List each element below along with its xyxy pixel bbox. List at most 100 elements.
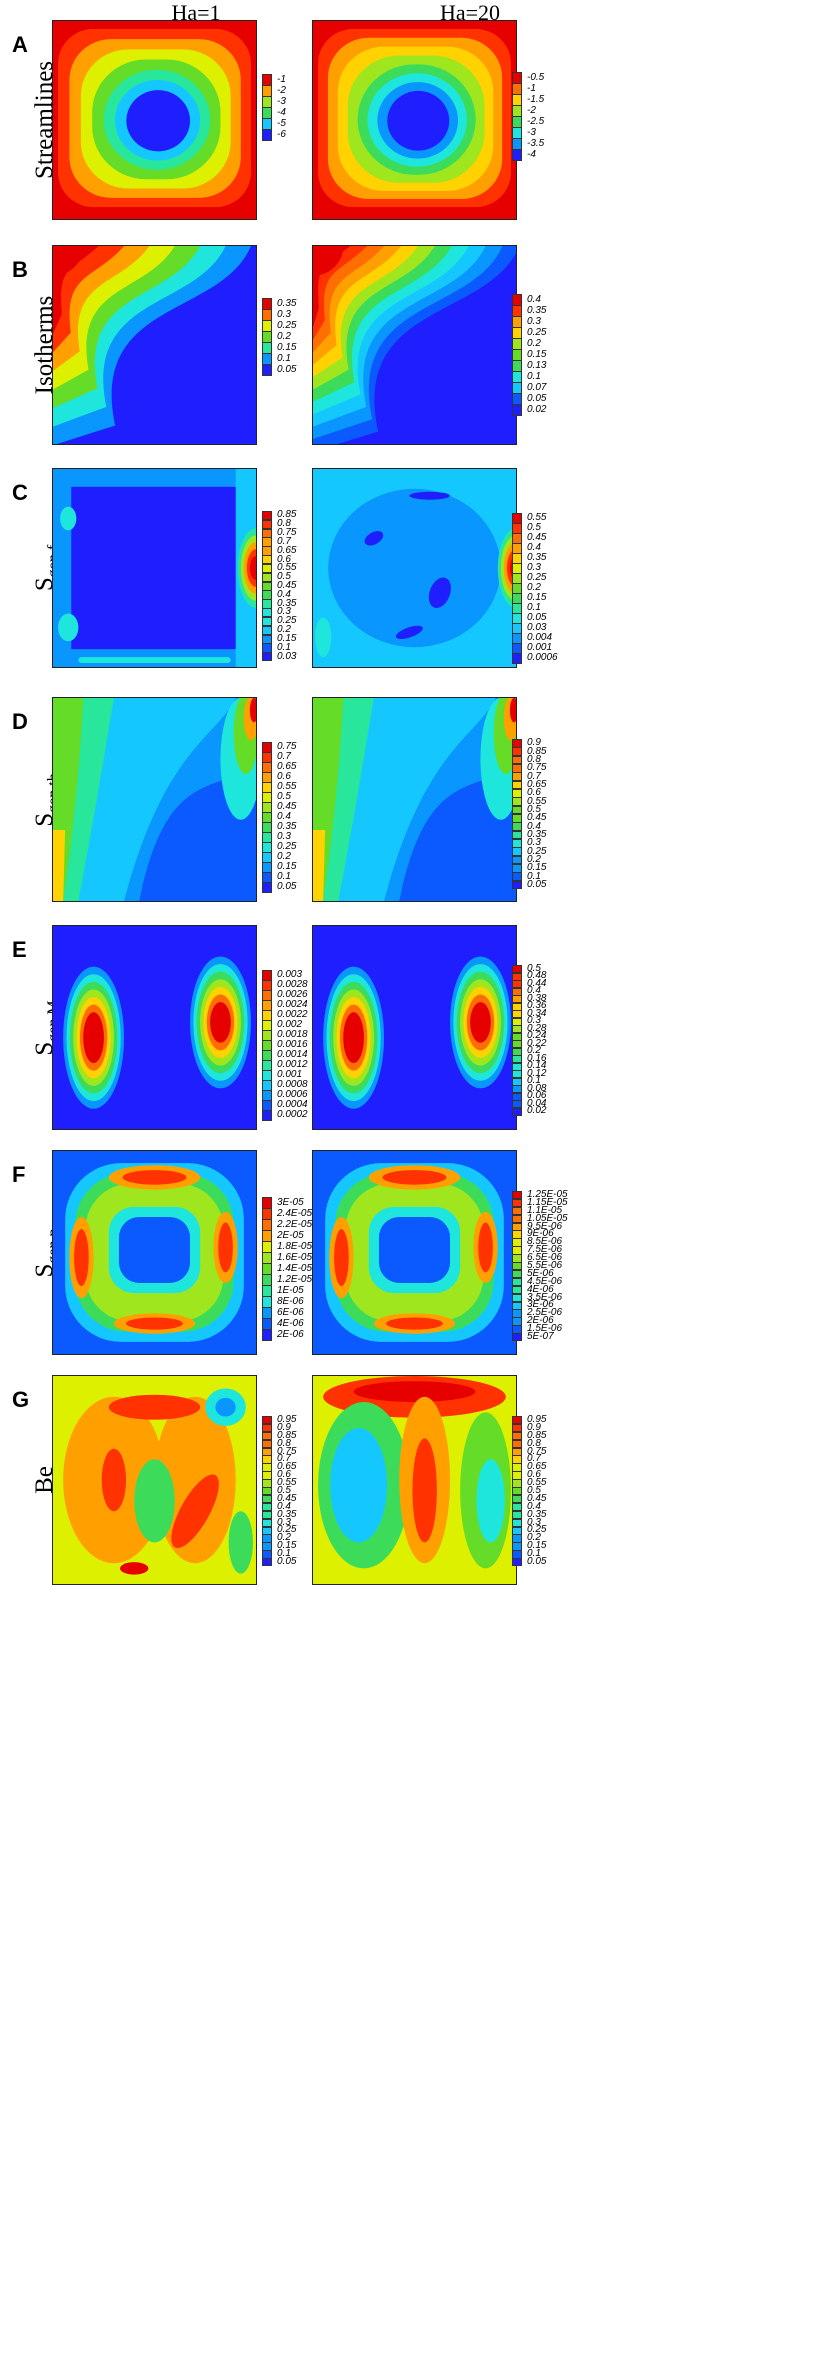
legend-swatch	[262, 1423, 272, 1433]
legend-swatch	[512, 360, 522, 372]
legend-label: 0.02	[527, 1105, 547, 1117]
legend-label: 3E-06	[527, 1299, 554, 1311]
legend-label: 0.7	[527, 770, 541, 782]
legend-label: 0.001	[527, 642, 553, 653]
legend-label: 2.2E-05	[277, 1218, 313, 1230]
legend-swatch	[262, 1020, 272, 1031]
legend-label: 0.05	[527, 392, 547, 404]
legend-swatch	[512, 327, 522, 339]
legend-label: 0.75	[277, 1445, 297, 1457]
legend-swatch	[262, 364, 272, 376]
legend-swatch	[512, 1439, 522, 1449]
legend-label: 1E-05	[277, 1284, 304, 1296]
legend-label: 0.9	[527, 1421, 541, 1433]
legend-label: 0.2	[527, 1532, 541, 1544]
legend-swatch	[262, 563, 272, 574]
legend-swatch	[262, 1550, 272, 1559]
legend-swatch	[262, 882, 272, 893]
legend-label: 0.15	[277, 341, 297, 353]
legend-swatch	[262, 616, 272, 627]
legend-swatch	[512, 1518, 522, 1528]
legend-swatch	[512, 1262, 522, 1271]
legend-label: 0.15	[527, 348, 547, 360]
legend-label: 0.1	[527, 1075, 541, 1087]
legend-swatch	[512, 149, 522, 161]
legend-label: 0.4	[527, 1500, 541, 1512]
legend-swatch	[262, 1510, 272, 1520]
legend-label: 0.3	[277, 308, 291, 320]
legend-label: 0.6	[277, 771, 291, 782]
legend-label: 8.5E-06	[527, 1236, 563, 1248]
legend-label: 0.8	[527, 1437, 541, 1449]
legend-swatch	[512, 553, 522, 564]
legend-label: 0.05	[277, 363, 297, 375]
legend-label: 6E-06	[277, 1306, 304, 1318]
legend-swatch	[512, 880, 522, 890]
legend-label: 0.0004	[277, 1099, 308, 1110]
legend-label: 0.35	[277, 297, 297, 309]
legend-swatch	[512, 1416, 522, 1425]
legend-label: 0.4	[277, 1500, 291, 1512]
legend-label: 0.5	[277, 571, 291, 583]
legend-label: 0.2	[527, 582, 541, 593]
legend-label: 0.22	[527, 1037, 547, 1049]
legend-swatch	[262, 1230, 272, 1242]
legend-label: 0.44	[527, 977, 547, 989]
legend-label: 0.03	[527, 622, 547, 633]
legend-label: 0.75	[277, 527, 297, 539]
legend-swatch	[262, 1558, 272, 1567]
legend-label: 0.9	[277, 1421, 291, 1433]
legend-swatch	[512, 116, 522, 128]
legend-swatch	[262, 1307, 272, 1319]
panel-letter-D: D	[12, 709, 28, 734]
legend-label: 0.1	[277, 1548, 291, 1560]
legend-label: 0.6	[527, 787, 541, 799]
legend-swatch	[512, 404, 522, 416]
legend-swatch	[262, 555, 272, 565]
legend-swatch	[262, 1534, 272, 1543]
legend-label: -4	[277, 106, 286, 118]
legend-swatch	[512, 855, 522, 865]
legend-swatch	[512, 623, 522, 634]
legend-swatch	[512, 72, 522, 84]
legend-swatch	[262, 772, 272, 783]
legend-label: 0.003	[277, 969, 303, 980]
legend-label: 1.1E-05	[527, 1204, 563, 1216]
legend-B-2: 0.4 0.35 0.3 0.25 0.2 0.15 0.13 0.1 0.07 0.05 0.02	[512, 294, 582, 421]
legend-swatch	[262, 1285, 272, 1297]
legend-swatch	[262, 342, 272, 354]
contour-plot-B-2	[312, 245, 517, 445]
legend-label: 0.0022	[277, 1009, 308, 1020]
legend-swatch	[262, 96, 272, 108]
legend-label: 0.55	[527, 795, 547, 807]
legend-label: 0.45	[527, 812, 547, 824]
legend-swatch	[512, 349, 522, 361]
legend-label: 3.5E-06	[527, 1291, 563, 1303]
legend-label: 0.48	[527, 970, 547, 982]
legend-label: 0.28	[527, 1022, 547, 1034]
legend-swatch	[262, 1479, 272, 1488]
legend-swatch	[262, 643, 272, 653]
legend-label: 0.002	[277, 1019, 303, 1030]
legend-swatch	[262, 1100, 272, 1111]
legend-label: 0.5	[527, 522, 541, 533]
legend-label: 0.3	[527, 837, 541, 849]
legend-label: 0.2	[527, 337, 541, 349]
legend-label: 0.4	[527, 293, 541, 305]
legend-swatch	[262, 625, 272, 636]
legend-swatch	[262, 1070, 272, 1081]
legend-swatch	[512, 653, 522, 664]
legend-label: 0.0012	[277, 1059, 308, 1070]
legend-swatch	[262, 862, 272, 873]
legend-label: 0.0008	[277, 1079, 308, 1090]
legend-swatch	[262, 822, 272, 833]
legend-swatch	[512, 382, 522, 394]
legend-label: 0.1	[527, 870, 541, 882]
legend-label: 0.12	[527, 1067, 547, 1079]
legend-label: 0.1	[527, 602, 541, 613]
legend-label: 0.35	[527, 552, 547, 563]
legend-label: 4.5E-06	[527, 1275, 563, 1287]
legend-swatch	[262, 762, 272, 773]
legend-F-1: 3E-05 2.4E-05 2.2E-05 2E-05 1.8E-05 1.6E-05 1.…	[262, 1197, 332, 1346]
legend-label: 1.05E-05	[527, 1212, 568, 1224]
